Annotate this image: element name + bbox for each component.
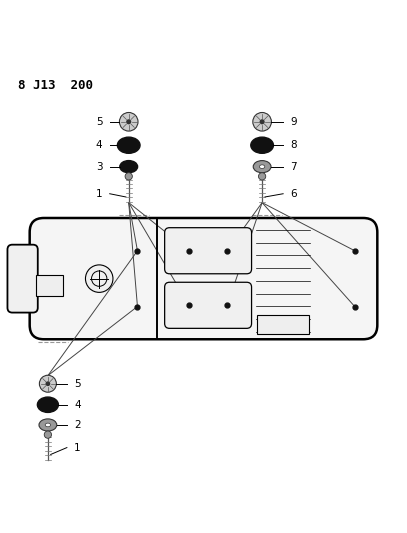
Ellipse shape bbox=[120, 160, 138, 173]
Text: 8 J13  200: 8 J13 200 bbox=[18, 78, 92, 92]
Ellipse shape bbox=[259, 165, 265, 168]
Ellipse shape bbox=[39, 419, 57, 431]
Circle shape bbox=[127, 120, 131, 124]
Text: 2: 2 bbox=[74, 420, 81, 430]
Circle shape bbox=[260, 120, 264, 124]
Text: 1: 1 bbox=[96, 189, 103, 199]
Circle shape bbox=[46, 382, 50, 385]
Ellipse shape bbox=[253, 160, 271, 173]
Circle shape bbox=[119, 112, 138, 131]
Ellipse shape bbox=[85, 265, 113, 293]
Bar bbox=[257, 315, 309, 334]
Text: 3: 3 bbox=[96, 161, 103, 172]
Circle shape bbox=[258, 173, 266, 180]
Text: 5: 5 bbox=[96, 117, 103, 127]
FancyBboxPatch shape bbox=[30, 218, 377, 340]
Text: 5: 5 bbox=[74, 379, 81, 389]
Text: 9: 9 bbox=[291, 117, 297, 127]
Ellipse shape bbox=[37, 397, 58, 413]
Bar bbox=[36, 276, 63, 296]
Text: 4: 4 bbox=[96, 140, 103, 150]
Circle shape bbox=[253, 112, 271, 131]
Text: 6: 6 bbox=[291, 189, 297, 199]
Ellipse shape bbox=[251, 137, 274, 154]
Text: 8: 8 bbox=[291, 140, 297, 150]
Ellipse shape bbox=[92, 271, 107, 286]
Ellipse shape bbox=[45, 423, 50, 427]
Circle shape bbox=[39, 375, 56, 392]
Text: 7: 7 bbox=[291, 161, 297, 172]
FancyBboxPatch shape bbox=[165, 282, 252, 328]
FancyBboxPatch shape bbox=[165, 228, 252, 274]
Circle shape bbox=[44, 431, 52, 438]
Text: 1: 1 bbox=[74, 442, 81, 453]
Text: 4: 4 bbox=[74, 400, 81, 410]
FancyBboxPatch shape bbox=[7, 245, 38, 312]
Circle shape bbox=[125, 173, 132, 180]
Ellipse shape bbox=[117, 137, 140, 154]
